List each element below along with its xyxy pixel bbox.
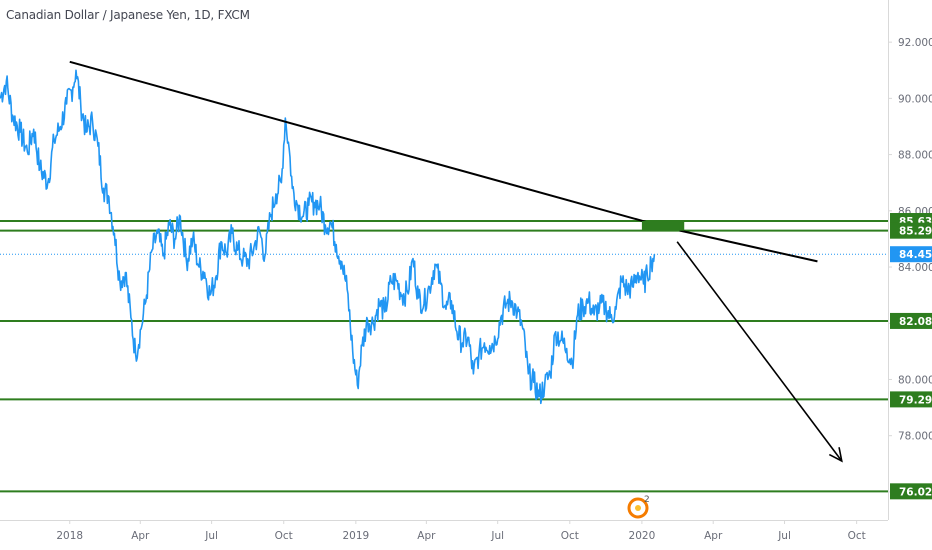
- level-price-tag: 85.293: [899, 226, 932, 238]
- time-tick-label: Oct: [561, 530, 579, 542]
- time-tick-label: Jul: [490, 530, 504, 542]
- time-tick-label: 2018: [56, 530, 83, 542]
- price-tick-label: 80.000: [898, 374, 932, 386]
- level-price-tag-bg: [890, 391, 932, 408]
- event-marker-dot: [635, 505, 641, 511]
- time-tick-label: 2019: [342, 530, 369, 542]
- price-tick-label: 88.000: [898, 150, 932, 162]
- resistance-zone-box[interactable]: [641, 221, 685, 231]
- price-tick-label: 84.000: [898, 262, 932, 274]
- current-price-tag-bg: [890, 246, 932, 263]
- price-tick-label: 90.000: [898, 93, 932, 105]
- level-price-tag-bg: [890, 222, 932, 239]
- level-price-tag-bg: [890, 483, 932, 500]
- time-tick-label: Apr: [131, 530, 150, 542]
- time-tick-label: Oct: [848, 530, 866, 542]
- trendline-extension[interactable]: [679, 229, 818, 263]
- event-marker-layer[interactable]: 2: [627, 495, 650, 519]
- level-price-tag-bg: [890, 312, 932, 329]
- price-tags-layer: 85.63785.29382.08279.29176.02084.456: [890, 213, 932, 500]
- time-tick-label: 2020: [629, 530, 656, 542]
- price-line[interactable]: [0, 69, 656, 405]
- price-series-layer: [0, 69, 656, 405]
- level-price-tag: 82.082: [899, 316, 932, 328]
- time-tick-label: Apr: [704, 530, 723, 542]
- chart-title: Canadian Dollar / Japanese Yen, 1D, FXCM: [6, 8, 250, 22]
- current-price-tag: 84.456: [899, 249, 932, 261]
- event-count-label: 2: [644, 495, 650, 505]
- level-price-tag: 79.291: [899, 394, 932, 406]
- price-tick-label: 92.000: [898, 37, 932, 49]
- projection-arrow-head: [828, 447, 843, 463]
- drawings-layer[interactable]: [69, 60, 843, 463]
- descending-trendline[interactable]: [69, 60, 647, 224]
- projection-arrow-shaft[interactable]: [676, 241, 843, 462]
- time-tick-label: Oct: [275, 530, 293, 542]
- level-price-tag: 76.020: [899, 486, 932, 498]
- time-tick-label: Apr: [417, 530, 436, 542]
- support-resistance-levels: [0, 220, 888, 493]
- price-tick-label: 78.000: [898, 431, 932, 443]
- time-tick-label: Jul: [777, 530, 791, 542]
- time-tick-label: Jul: [204, 530, 218, 542]
